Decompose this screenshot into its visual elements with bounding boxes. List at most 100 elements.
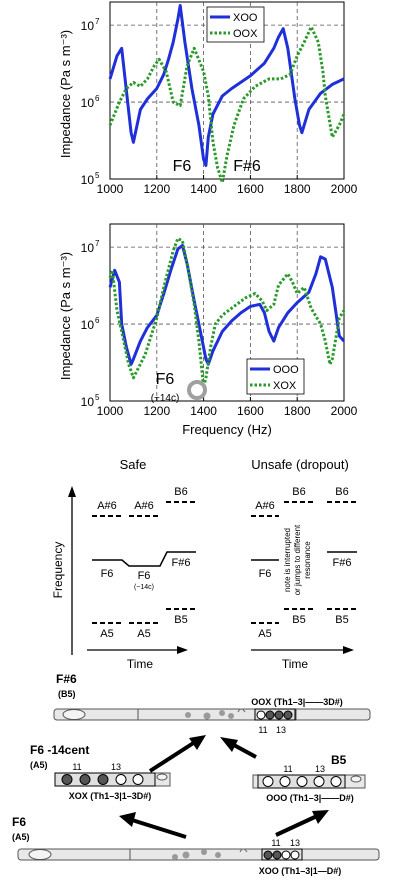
top-flute-note: F#6 — [56, 672, 77, 686]
frequency-axis-arrowhead — [68, 486, 76, 497]
arrow-right-to-top-head — [220, 737, 238, 752]
unsafe-title: Unsafe (dropout) — [251, 457, 349, 472]
flute-hole — [201, 849, 207, 855]
safe-label-a5b: A5 — [137, 628, 150, 640]
x-tick-label: 1400 — [190, 404, 217, 418]
x-tick-label: 1400 — [190, 182, 217, 196]
legend: OOO XOX — [246, 358, 305, 395]
x-tick-label: 2000 — [331, 404, 358, 418]
bottom-flute-key-13: 13 — [290, 838, 300, 848]
plot-series — [108, 4, 346, 184]
dropout-note-line-2: or jumps to different — [293, 524, 302, 595]
unsafe-time-label: Time — [282, 657, 309, 671]
y-tick-label: 10 — [81, 241, 95, 255]
annotation-f6: F6 — [156, 371, 175, 388]
flute-hole — [182, 851, 190, 859]
right-flute-fingering: OOO (Th1–3|——D#) — [266, 793, 354, 803]
flute-hole — [203, 712, 211, 720]
plot-frame — [109, 223, 345, 402]
unsafe-dashed-levels — [251, 501, 357, 624]
bottom-flute-sub: (A5) — [12, 832, 30, 842]
pitch-schematic: Safe Unsafe (dropout) Frequency Time Tim… — [51, 457, 357, 671]
dropout-note-line-1: note is interrupted — [283, 528, 292, 592]
highlight-circle-marker — [187, 380, 207, 400]
legend: XOO OOX — [206, 6, 265, 43]
safe-label-fs6: F#6 — [172, 557, 191, 569]
safe-label-a6b: A#6 — [134, 500, 154, 512]
flute-hole-closed — [283, 710, 293, 720]
flute-hole-open — [256, 710, 266, 720]
y-tick-exponent: 5 — [95, 393, 100, 402]
transition-arrows — [119, 735, 329, 839]
flute-hole-closed — [79, 774, 91, 785]
dropout-note: note is interrupted or jumps to differen… — [283, 524, 312, 595]
right-flute: 11 13 OOO (Th1–3|——D#) — [252, 764, 366, 803]
y-tick-label: 10 — [81, 19, 95, 33]
flute-key — [350, 775, 362, 783]
plot-series — [108, 236, 346, 389]
top-flute-key-13: 13 — [276, 725, 286, 735]
legend-label-xoo: XOO — [233, 12, 258, 24]
arrow-bottom-to-left — [131, 818, 187, 839]
series-line-xoo — [108, 4, 345, 167]
arrow-left-to-top — [148, 740, 197, 773]
y-tick-exponent: 7 — [95, 17, 100, 26]
x-tick-label: 1600 — [237, 182, 264, 196]
flute-hole-closed — [274, 710, 284, 720]
safe-pitch-trace — [92, 551, 196, 567]
x-tick-label: 1800 — [284, 182, 311, 196]
x-tick-label: 2000 — [331, 182, 358, 196]
legend-label-xox: XOX — [273, 380, 297, 392]
flute-hole-open — [279, 776, 291, 787]
left-flute-fingering: XOX (Th1–3|1–3D#) — [69, 791, 152, 801]
safe-label-a5: A5 — [100, 628, 113, 640]
unsafe-label-fs6: F#6 — [333, 557, 352, 569]
left-flute-key-13: 13 — [111, 762, 121, 772]
bottom-flute-key-11: 11 — [271, 838, 280, 848]
left-flute-key-11: 11 — [72, 762, 81, 772]
y-tick-exponent: 6 — [95, 94, 100, 103]
y-axis-label: Impedance (Pa s m⁻³) — [58, 252, 73, 380]
left-flute: 11 13 XOX (Th1–3|1–3D#) — [54, 762, 171, 801]
top-flute-sub: (B5) — [58, 689, 76, 699]
flute-embouchure — [62, 709, 86, 720]
safe-title: Safe — [120, 457, 147, 472]
flute-hole-open — [290, 850, 300, 860]
left-flute-sub: (A5) — [30, 760, 48, 770]
arrow-bottom-to-right-head — [312, 810, 329, 824]
flute-hole — [228, 713, 234, 719]
safe-time-label: Time — [127, 657, 154, 671]
right-flute-key-11: 11 — [283, 764, 292, 774]
arrow-bottom-to-right — [275, 814, 318, 837]
top-flute: OOX (Th1–3|——3D#) 11 13 — [53, 697, 371, 735]
safe-label-f6-b: F6 — [138, 570, 151, 582]
unsafe-label-b6b: B6 — [335, 486, 348, 498]
bottom-flute: 11 13 XOO (Th1–3|1—D#) — [17, 838, 380, 876]
frequency-axis-label: Frequency — [51, 542, 65, 599]
flute-hole-open — [313, 776, 325, 787]
flute-hole — [215, 852, 221, 858]
unsafe-label-a6: A#6 — [255, 500, 275, 512]
safe-label-cents: (−14c) — [134, 584, 154, 591]
flute-hole-open — [281, 850, 291, 860]
top-flute-fingering: OOX (Th1–3|——3D#) — [251, 697, 343, 707]
annotation-f6: F6 — [173, 158, 192, 175]
x-tick-label: 1000 — [97, 404, 124, 418]
flute-body — [17, 848, 380, 861]
y-tick-label: 10 — [81, 96, 95, 110]
y-tick-exponent: 7 — [95, 239, 100, 248]
unsafe-time-axis-arrowhead — [343, 646, 354, 654]
flute-hole-open — [132, 774, 144, 785]
y-tick-label: 10 — [81, 318, 95, 332]
safe-label-f6: F6 — [101, 568, 114, 580]
flute-hole-open — [115, 774, 127, 785]
y-tick-label: 10 — [81, 395, 95, 409]
y-tick-exponent: 6 — [95, 316, 100, 325]
flute-hole-open — [296, 776, 308, 787]
flute-embouchure — [28, 849, 52, 860]
unsafe-label-b6: B6 — [292, 486, 305, 498]
top-flute-key-11: 11 — [258, 725, 267, 735]
